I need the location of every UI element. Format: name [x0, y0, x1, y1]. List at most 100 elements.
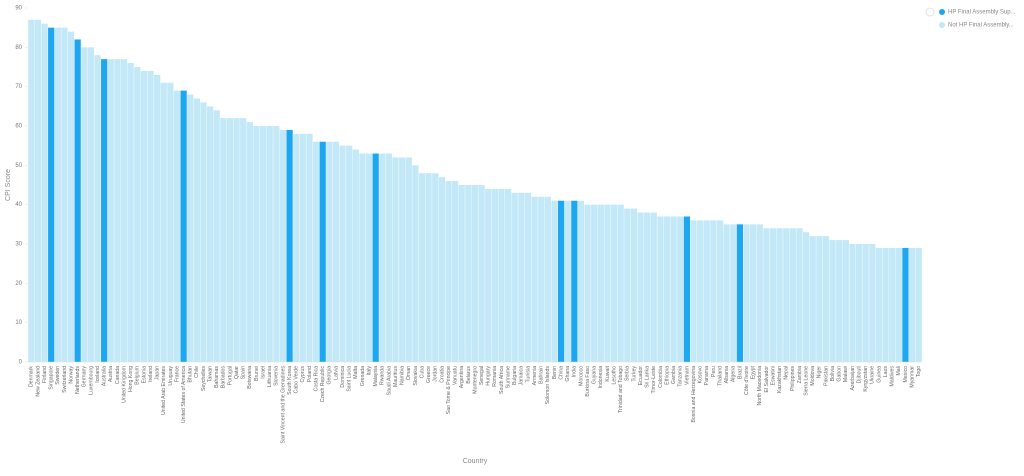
- x-tick-label: Dominica: [340, 366, 346, 388]
- x-tick-label: Hong Kong: [128, 366, 134, 392]
- x-tick-label: Cyprus: [300, 366, 306, 383]
- bar: [114, 59, 121, 363]
- bar: [750, 224, 757, 362]
- x-tick-label: United Arab Emirates: [161, 366, 167, 415]
- x-tick-label: Austria: [108, 366, 114, 382]
- bar: [392, 157, 399, 362]
- x-tick-label: Singapore: [49, 366, 55, 390]
- bar: [438, 177, 446, 362]
- bar: [538, 196, 545, 362]
- y-tick-label: 70: [15, 84, 22, 90]
- bar: [557, 200, 565, 362]
- bar: [630, 208, 638, 362]
- bar: [226, 118, 234, 362]
- x-tick-label: Brazil: [737, 366, 743, 379]
- bar: [379, 153, 386, 362]
- x-tick-label: Ghana: [565, 366, 571, 382]
- x-tick-label: Panama: [704, 366, 710, 385]
- bar: [299, 133, 306, 362]
- bar: [87, 47, 95, 362]
- legend-label: HP Final Assembly Sup...: [948, 10, 1016, 16]
- x-tick-label: Jordan: [433, 366, 439, 382]
- bar: [776, 228, 783, 362]
- x-tick-label: Argentina: [459, 366, 465, 388]
- bar: [399, 157, 406, 362]
- bar: [597, 204, 604, 362]
- bar: [206, 106, 214, 362]
- y-tick-label: 50: [15, 163, 22, 169]
- bar: [690, 220, 697, 362]
- bar: [511, 192, 518, 362]
- y-tick-label: 20: [15, 281, 22, 287]
- x-tick-label: Sierra Leone: [803, 366, 809, 396]
- x-tick-label: Trinidad and Tobago: [618, 366, 624, 413]
- x-tick-label: Philippines: [790, 366, 796, 391]
- x-tick-label: Saudi Arabia: [386, 366, 392, 396]
- x-tick-label: Malta: [353, 366, 359, 379]
- x-tick-label: New Zealand: [35, 366, 41, 397]
- x-tick-label: Kazakhstan: [777, 366, 783, 393]
- bar: [485, 188, 492, 362]
- bar: [816, 236, 823, 362]
- bar: [849, 244, 856, 362]
- x-tick-label: Armenia: [532, 366, 538, 385]
- bar: [862, 244, 869, 362]
- bar: [829, 240, 836, 362]
- bar: [458, 185, 465, 362]
- bar: [836, 240, 843, 362]
- bar: [273, 126, 280, 362]
- bar: [584, 204, 591, 362]
- x-tick-label: Moldova: [810, 366, 816, 386]
- bar: [763, 228, 770, 362]
- x-tick-label: Slovakia: [413, 366, 419, 386]
- bar: [736, 224, 744, 362]
- bar: [240, 118, 247, 362]
- x-tick-label: Sao Tome & Principe: [446, 366, 452, 414]
- x-tick-label: Israel: [260, 366, 266, 379]
- bar: [339, 145, 346, 362]
- x-tick-label: Kuwait: [605, 365, 611, 381]
- bar: [769, 228, 777, 362]
- x-axis-title: Country: [463, 458, 488, 465]
- x-tick-label: North Macedonia: [757, 366, 763, 406]
- x-tick-label: Germany: [82, 366, 88, 388]
- x-tick-label: Namibia: [400, 366, 406, 385]
- x-tick-label: Finland: [42, 366, 48, 383]
- bar: [81, 47, 88, 362]
- x-tick-label: Luxembourg: [88, 366, 94, 395]
- bar: [809, 236, 816, 362]
- x-tick-label: Bahrain: [539, 366, 545, 384]
- x-tick-label: Oman: [406, 366, 412, 380]
- x-tick-label: Ireland: [148, 366, 154, 382]
- x-tick-label: Mexico: [903, 366, 909, 383]
- bar: [663, 216, 671, 362]
- bar: [703, 220, 710, 362]
- y-tick-label: 80: [15, 45, 22, 51]
- bar: [657, 216, 664, 362]
- x-tick-label: Kosovo: [698, 366, 704, 383]
- legend-toggle[interactable]: [925, 7, 935, 17]
- x-tick-label: Benin: [552, 366, 558, 379]
- x-tick-label: Timor-Leste: [651, 366, 657, 394]
- bar: [889, 247, 896, 362]
- bar: [783, 228, 790, 362]
- bar: [326, 141, 333, 362]
- bar: [670, 216, 677, 362]
- bar: [266, 126, 273, 362]
- x-tick-label: Nepal: [784, 366, 790, 380]
- bar: [200, 102, 207, 363]
- bar: [610, 204, 618, 362]
- x-tick-label: Bulgaria: [512, 366, 518, 385]
- bar: [445, 181, 452, 362]
- x-tick-label: Bosnia and Herzegovina: [691, 366, 697, 423]
- x-tick-label: Malaysia: [373, 366, 379, 387]
- bar: [478, 185, 485, 362]
- bar: [564, 200, 571, 362]
- bar: [842, 240, 849, 362]
- x-tick-label: Taiwan: [207, 366, 213, 382]
- x-tick-label: Denmark: [29, 366, 35, 387]
- bar: [895, 247, 902, 362]
- x-tick-label: Australia: [102, 366, 108, 386]
- bar: [677, 216, 684, 362]
